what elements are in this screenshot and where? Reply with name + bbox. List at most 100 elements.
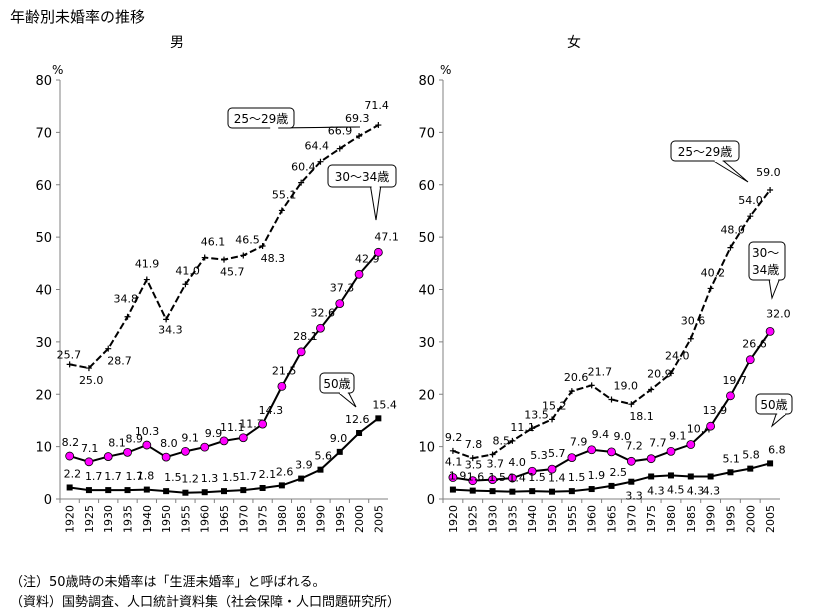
x-tick-label: 1960 (199, 505, 212, 533)
data-label: 5.8 (742, 449, 760, 462)
data-point-circle (200, 442, 210, 452)
callout-label: 50歳 (323, 377, 350, 391)
data-label: 55.1 (272, 188, 297, 201)
data-label: 20.9 (647, 368, 672, 381)
data-point-square (509, 488, 516, 495)
y-tick-label: 80 (418, 74, 435, 89)
data-label: 42.9 (355, 252, 380, 265)
data-point-circle (354, 269, 364, 279)
data-label: 71.4 (364, 99, 389, 112)
x-tick-label: 1925 (83, 505, 96, 533)
data-label: 1.5 (489, 471, 507, 484)
data-point-square (221, 488, 227, 495)
y-tick-label: 40 (418, 284, 435, 299)
callout-joint (371, 185, 380, 188)
data-label: 24.0 (665, 349, 690, 362)
data-label: 15.2 (542, 399, 567, 412)
data-label: 46.5 (235, 233, 260, 246)
chart-area: 男% 0 10 20 30 40 50 60 70 80 1920 1925 1930 1935 1940 1… (35, 34, 793, 533)
data-point-square (707, 473, 714, 480)
y-tick-label: 0 (427, 493, 435, 508)
data-point-circle (161, 452, 171, 462)
data-point-circle (468, 476, 478, 486)
callout-box (327, 164, 397, 188)
x-tick-label: 1965 (218, 505, 231, 533)
callout-label: 50歳 (760, 398, 787, 412)
data-point-square (201, 489, 208, 496)
data-label: 34.8 (114, 293, 139, 306)
data-point-square (85, 487, 92, 494)
page-title: 年齢別未婚率の推移 (10, 8, 146, 26)
x-tick-label: 1935 (506, 505, 519, 533)
data-label: 10.4 (687, 423, 712, 436)
data-point-square (182, 489, 189, 496)
data-point-circle (726, 391, 735, 401)
data-label: 47.1 (374, 230, 399, 243)
data-label: 21.7 (588, 365, 613, 378)
x-tick-label: 1995 (724, 505, 737, 533)
x-tick-label: 1985 (685, 505, 698, 533)
data-point-plus (628, 401, 635, 408)
data-point-plus (449, 447, 456, 454)
data-point-square (66, 484, 73, 491)
data-label: 10.3 (135, 425, 160, 438)
data-label: 4.3 (687, 484, 705, 497)
x-tick-label: 1980 (665, 505, 678, 533)
data-point-plus (240, 252, 247, 259)
data-point-square (687, 473, 694, 480)
data-point-square (667, 472, 674, 479)
data-label: 1.2 (181, 473, 199, 486)
data-point-square (240, 487, 247, 494)
y-tick-label: 20 (35, 388, 52, 403)
data-point-plus (747, 213, 754, 220)
x-tick-label: 1955 (566, 505, 579, 533)
data-point-square (375, 415, 382, 422)
data-label: 19.7 (722, 374, 747, 387)
data-label: 8.1 (108, 437, 126, 450)
data-point-square (298, 475, 305, 482)
data-point-plus (509, 437, 516, 444)
data-label: 8.0 (160, 437, 178, 450)
x-tick-label: 2000 (353, 505, 366, 533)
data-point-circle (296, 347, 306, 357)
data-label: 40.2 (701, 266, 726, 279)
data-point-square (767, 460, 774, 467)
x-tick-label: 2005 (372, 505, 385, 533)
data-label: 1.7 (126, 470, 144, 483)
y-tick-label: 40 (35, 284, 52, 299)
data-point-circle (103, 452, 113, 461)
callout-pointer (770, 413, 787, 428)
data-point-plus (529, 425, 536, 432)
data-point-plus (489, 451, 496, 458)
data-label: 6.8 (768, 443, 786, 456)
data-label: 28.7 (107, 355, 132, 368)
data-label: 5.3 (530, 449, 548, 462)
y-tick-label: 60 (35, 179, 52, 194)
data-label: 14.3 (259, 404, 284, 417)
data-label: 20.6 (564, 371, 589, 384)
x-tick-label: 1975 (257, 505, 270, 533)
data-point-circle (277, 381, 287, 391)
callout-joint (714, 159, 723, 162)
data-point-square (317, 466, 324, 473)
data-point-circle (219, 436, 229, 446)
x-tick-label: 1970 (625, 505, 638, 533)
data-point-plus (767, 186, 774, 193)
data-point-plus (85, 365, 92, 372)
data-point-circle (587, 445, 597, 455)
x-tick-label: 2000 (744, 505, 757, 533)
data-label: 2.5 (610, 466, 628, 479)
data-point-circle (181, 446, 190, 456)
data-point-square (747, 465, 754, 472)
data-point-plus (124, 313, 131, 320)
callout-label: 30～ (752, 246, 779, 260)
data-label: 28.1 (293, 330, 318, 343)
x-tick-label: 1940 (526, 505, 539, 533)
data-point-plus (143, 276, 150, 283)
data-label: 4.3 (703, 484, 721, 497)
callout-pointer (768, 279, 780, 300)
callout-box (227, 107, 295, 129)
data-point-plus (356, 133, 363, 140)
x-tick-label: 1975 (645, 505, 658, 533)
data-point-circle (123, 447, 132, 457)
